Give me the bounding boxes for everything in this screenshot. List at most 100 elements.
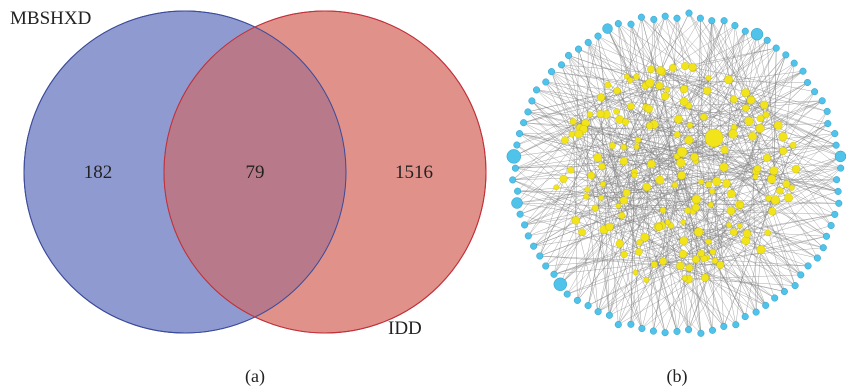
network-compound-node [614, 321, 622, 329]
network-edge [561, 64, 769, 199]
network-target-node [578, 228, 586, 236]
network-edge [724, 149, 801, 276]
network-edge [755, 249, 762, 313]
network-compound-node [708, 17, 716, 25]
network-target-node [571, 216, 580, 225]
network-edge [560, 226, 610, 285]
network-target-node [680, 85, 689, 94]
network-edge [539, 255, 721, 266]
network-compound-node [731, 22, 739, 30]
network-compound-node [831, 210, 839, 218]
network-edge [629, 24, 632, 81]
network-compound-node [673, 14, 681, 22]
network-edge [644, 237, 766, 306]
network-compound-node [762, 301, 770, 309]
network-compound-node [553, 277, 567, 291]
network-target-node [647, 159, 656, 169]
network-edge [577, 184, 604, 301]
network-edge [512, 179, 684, 255]
network-edge [587, 197, 789, 306]
network-compound-node [594, 308, 602, 316]
network-edge [623, 147, 678, 332]
network-edge [607, 28, 721, 265]
network-target-node [764, 229, 771, 237]
network-target-node [769, 166, 779, 176]
network-compound-node [533, 86, 541, 94]
network-compound-node [813, 254, 821, 262]
network-edge [653, 19, 742, 206]
network-edge [766, 157, 839, 192]
network-edge [600, 70, 804, 98]
network-edge [723, 145, 794, 327]
network-target-node [752, 173, 759, 180]
network-edge [515, 150, 784, 169]
network-target-node [608, 142, 616, 150]
network-compound-node [709, 326, 717, 334]
network-edge [597, 36, 623, 216]
network-edge [517, 190, 741, 206]
venn-count-only-mbshxd: 182 [84, 162, 113, 183]
network-target-node [676, 158, 686, 168]
network-edge [664, 16, 695, 158]
network-target-node [770, 195, 780, 205]
network-compound-node [818, 97, 826, 105]
network-edge [586, 196, 839, 204]
network-edge [685, 65, 815, 92]
network-target-node [700, 113, 708, 121]
network-compound-node [661, 329, 669, 337]
network-target-node [709, 188, 716, 195]
network-target-node [627, 77, 634, 84]
network-compound-node [584, 302, 592, 310]
network-edge [757, 168, 802, 275]
network-edge [545, 156, 695, 267]
network-target-node [633, 73, 640, 80]
network-compound-node [750, 28, 764, 41]
network-compound-node [720, 322, 728, 330]
network-edge [688, 31, 746, 106]
network-edge [539, 114, 607, 257]
network-target-node [768, 207, 777, 216]
network-target-node [778, 132, 788, 142]
network-target-node [598, 162, 606, 171]
network-compound-node [627, 20, 635, 28]
network-edge [733, 99, 785, 292]
network-edge [672, 67, 837, 146]
network-compound-node [542, 262, 550, 270]
network-target-node [622, 188, 631, 197]
network-edge [536, 89, 626, 123]
network-target-node [621, 118, 630, 126]
network-target-node [659, 257, 667, 266]
network-target-node [615, 203, 622, 209]
network-compound-node [638, 325, 646, 333]
network-compound-node [520, 119, 528, 127]
network-edge [782, 136, 841, 157]
network-edge [683, 191, 839, 242]
network-target-node [620, 250, 628, 259]
network-target-node [676, 261, 685, 271]
network-compound-node [565, 51, 573, 59]
network-target-node [655, 175, 665, 185]
network-edge [516, 114, 607, 146]
network-compound-node [584, 38, 592, 46]
network-target-node [742, 104, 750, 112]
network-compound-node [637, 13, 645, 21]
network-target-node [677, 171, 686, 180]
network-edge [735, 104, 765, 325]
network-target-node [716, 260, 725, 269]
network-target-node [704, 128, 724, 148]
network-target-node [679, 236, 689, 246]
network-edge [726, 183, 809, 267]
network-compound-node [811, 88, 819, 96]
network-target-node [553, 184, 560, 191]
network-target-node [635, 248, 643, 256]
network-target-node [664, 86, 671, 93]
network-target-node [691, 194, 701, 204]
network-target-node [659, 206, 667, 214]
network-edge [561, 64, 716, 261]
network-compound-node [827, 221, 835, 229]
network-edge [618, 125, 779, 325]
network-edge [678, 119, 785, 292]
network-compound-node [548, 68, 556, 76]
network-edge [527, 111, 775, 172]
network-edge [573, 121, 796, 286]
